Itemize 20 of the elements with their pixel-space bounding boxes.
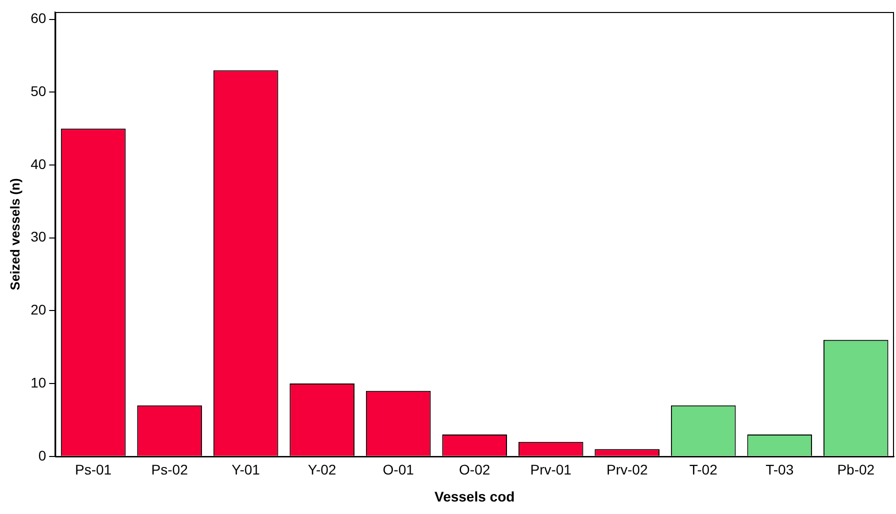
x-tick-label: O-01 [382, 462, 414, 478]
x-tick-label: O-02 [459, 462, 490, 478]
x-tick-label: Prv-01 [530, 462, 572, 478]
y-tick-label: 50 [30, 82, 46, 99]
x-tick-label: T-02 [689, 462, 718, 478]
x-tick-label: Pb-02 [837, 462, 875, 478]
y-tick-label: 60 [30, 10, 46, 26]
y-tick-label: 20 [30, 302, 46, 318]
x-tick-label: Ps-02 [151, 462, 188, 478]
x-axis-title: Vessels cod [434, 488, 515, 504]
y-tick-label: 40 [30, 156, 46, 172]
x-tick-label: Y-01 [232, 462, 260, 478]
x-tick-label: Prv-02 [606, 462, 648, 478]
x-tick-label: T-03 [766, 462, 794, 478]
y-tick-label: 10 [30, 374, 46, 390]
y-tick-label: 30 [30, 228, 46, 245]
x-tick-label: Y-02 [308, 462, 336, 478]
y-axis-title: Seized vessels (n) [7, 178, 22, 290]
y-tick-label: 0 [38, 447, 46, 464]
x-tick-label: Ps-01 [75, 462, 112, 478]
